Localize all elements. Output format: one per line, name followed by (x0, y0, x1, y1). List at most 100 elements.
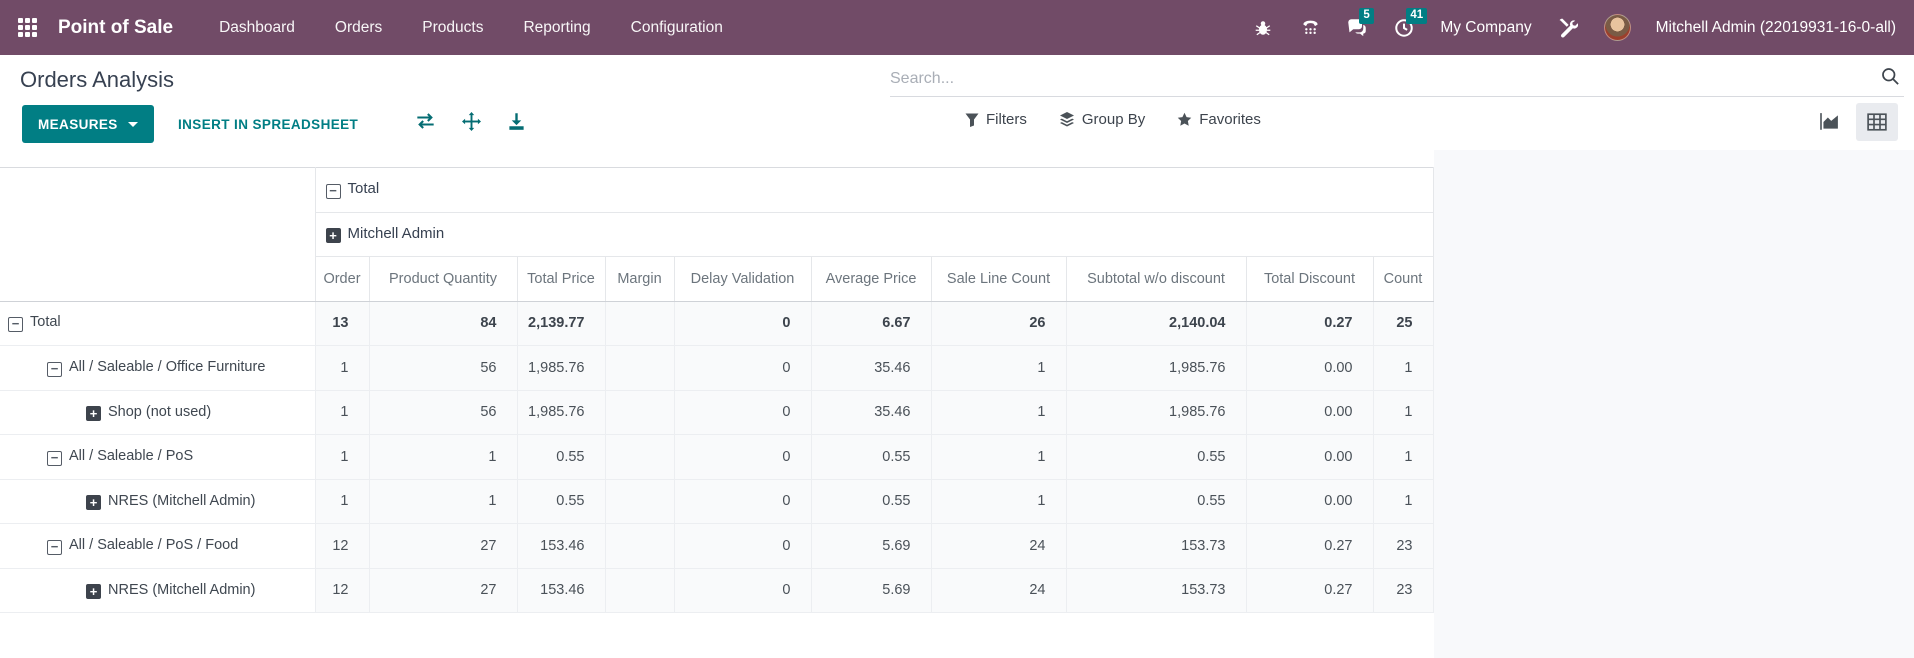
pivot-cell[interactable]: 0 (673, 434, 812, 480)
pivot-measure-header[interactable]: Total Price (516, 256, 605, 302)
pivot-cell[interactable]: 13 (314, 301, 370, 346)
pivot-cell[interactable]: 1,985.76 (516, 390, 606, 435)
graph-view-button[interactable] (1808, 103, 1850, 141)
collapse-icon[interactable]: − (325, 184, 341, 200)
pivot-cell[interactable]: 27 (368, 523, 518, 569)
pivot-col-subgroup-header[interactable]: + Mitchell Admin (315, 212, 1433, 257)
pivot-cell[interactable]: 153.73 (1065, 568, 1247, 613)
messages-icon[interactable]: 5 (1346, 7, 1374, 39)
pivot-cell[interactable]: 26 (930, 301, 1067, 346)
pivot-cell[interactable] (604, 568, 675, 613)
voip-phone-icon[interactable] (1299, 17, 1321, 39)
pivot-cell[interactable]: 153.46 (516, 568, 606, 613)
nav-item-configuration[interactable]: Configuration (630, 18, 723, 36)
pivot-cell[interactable] (604, 390, 675, 435)
pivot-cell[interactable]: 25 (1372, 301, 1434, 346)
pivot-cell[interactable]: 1 (1372, 479, 1434, 524)
pivot-cell[interactable]: 153.73 (1065, 523, 1247, 569)
pivot-cell[interactable]: 1 (314, 345, 370, 391)
nav-item-reporting[interactable]: Reporting (523, 18, 591, 36)
pivot-cell[interactable]: 24 (930, 523, 1067, 569)
pivot-cell[interactable]: 35.46 (810, 390, 932, 435)
pivot-cell[interactable]: 1 (368, 479, 518, 524)
group-by-button[interactable]: Group By (1059, 111, 1145, 128)
insert-in-spreadsheet-button[interactable]: INSERT IN SPREADSHEET (178, 105, 358, 143)
pivot-cell[interactable]: 0 (673, 479, 812, 524)
pivot-cell[interactable]: 12 (314, 523, 370, 569)
pivot-cell[interactable]: 1,985.76 (1065, 390, 1247, 435)
pivot-cell[interactable]: 0.55 (810, 434, 932, 480)
search-icon[interactable] (1880, 66, 1900, 91)
pivot-measure-header[interactable]: Delay Validation (673, 256, 811, 302)
pivot-cell[interactable]: 1 (1372, 345, 1434, 391)
pivot-row-header[interactable]: − All / Saleable / Office Furniture (0, 345, 315, 391)
expand-icon[interactable]: + (86, 405, 101, 421)
pivot-row-header[interactable]: + Shop (not used) (0, 390, 315, 435)
pivot-cell[interactable]: 0.55 (1065, 434, 1247, 480)
pivot-row-header[interactable]: − All / Saleable / PoS / Food (0, 523, 315, 569)
pivot-cell[interactable]: 0.55 (1065, 479, 1247, 524)
pivot-cell[interactable]: 12 (314, 568, 370, 613)
pivot-cell[interactable]: 1,985.76 (1065, 345, 1247, 391)
pivot-cell[interactable]: 56 (368, 345, 518, 391)
nav-item-products[interactable]: Products (422, 18, 484, 36)
pivot-cell[interactable]: 1 (368, 434, 518, 480)
measures-button[interactable]: MEASURES (22, 105, 154, 143)
pivot-cell[interactable]: 35.46 (810, 345, 932, 391)
pivot-measure-header[interactable]: Total Discount (1245, 256, 1373, 302)
pivot-cell[interactable] (604, 434, 675, 480)
pivot-cell[interactable]: 24 (930, 568, 1067, 613)
pivot-cell[interactable]: 0.27 (1245, 301, 1374, 346)
pivot-row-header[interactable]: + NRES (Mitchell Admin) (0, 568, 315, 613)
pivot-cell[interactable]: 1 (930, 479, 1067, 524)
pivot-cell[interactable]: 0.00 (1245, 434, 1374, 480)
pivot-cell[interactable] (604, 523, 675, 569)
pivot-measure-header[interactable]: Subtotal w/o discount (1065, 256, 1246, 302)
pivot-view-button[interactable] (1856, 103, 1898, 141)
pivot-cell[interactable]: 0.55 (516, 434, 606, 480)
collapse-icon[interactable]: − (47, 539, 62, 555)
pivot-row-header[interactable]: − Total (0, 301, 315, 346)
flip-axis-icon[interactable] (415, 112, 436, 131)
pivot-measure-header[interactable]: Average Price (810, 256, 931, 302)
pivot-cell[interactable]: 0.27 (1245, 568, 1374, 613)
pivot-cell[interactable]: 84 (368, 301, 518, 346)
favorites-button[interactable]: Favorites (1177, 111, 1261, 128)
pivot-measure-header[interactable]: Sale Line Count (930, 256, 1066, 302)
pivot-cell[interactable]: 0 (673, 301, 812, 346)
pivot-cell[interactable]: 0.00 (1245, 345, 1374, 391)
pivot-cell[interactable]: 0 (673, 390, 812, 435)
pivot-row-header[interactable]: − All / Saleable / PoS (0, 434, 315, 480)
pivot-cell[interactable]: 1 (314, 479, 370, 524)
pivot-cell[interactable]: 0 (673, 345, 812, 391)
collapse-icon[interactable]: − (47, 450, 62, 466)
pivot-cell[interactable]: 1 (930, 345, 1067, 391)
nav-item-orders[interactable]: Orders (334, 18, 383, 36)
pivot-col-group-header[interactable]: − Total (315, 167, 1433, 213)
nav-item-dashboard[interactable]: Dashboard (219, 18, 295, 36)
pivot-cell[interactable] (604, 345, 675, 391)
search-input[interactable] (890, 69, 1880, 88)
developer-tools-icon[interactable] (1557, 17, 1579, 39)
pivot-cell[interactable]: 1 (314, 390, 370, 435)
pivot-cell[interactable]: 0.00 (1245, 479, 1374, 524)
activities-clock-icon[interactable]: 41 (1393, 7, 1428, 39)
collapse-icon[interactable]: − (47, 361, 62, 377)
pivot-cell[interactable]: 0 (673, 568, 812, 613)
pivot-measure-header[interactable]: Count (1372, 256, 1433, 302)
pivot-cell[interactable]: 5.69 (810, 523, 932, 569)
pivot-cell[interactable]: 6.67 (810, 301, 932, 346)
pivot-measure-header[interactable]: Product Quantity (368, 256, 517, 302)
pivot-cell[interactable]: 1 (1372, 434, 1434, 480)
pivot-cell[interactable]: 0.55 (810, 479, 932, 524)
pivot-cell[interactable]: 5.69 (810, 568, 932, 613)
pivot-cell[interactable]: 1,985.76 (516, 345, 606, 391)
app-name[interactable]: Point of Sale (58, 16, 174, 38)
pivot-measure-header[interactable]: Order (314, 256, 369, 302)
pivot-cell[interactable]: 1 (1372, 390, 1434, 435)
debug-bug-icon[interactable] (1252, 17, 1274, 39)
avatar[interactable] (1603, 14, 1631, 41)
pivot-cell[interactable]: 1 (314, 434, 370, 480)
filters-button[interactable]: Filters (965, 111, 1027, 128)
company-switcher[interactable]: My Company (1440, 18, 1532, 36)
